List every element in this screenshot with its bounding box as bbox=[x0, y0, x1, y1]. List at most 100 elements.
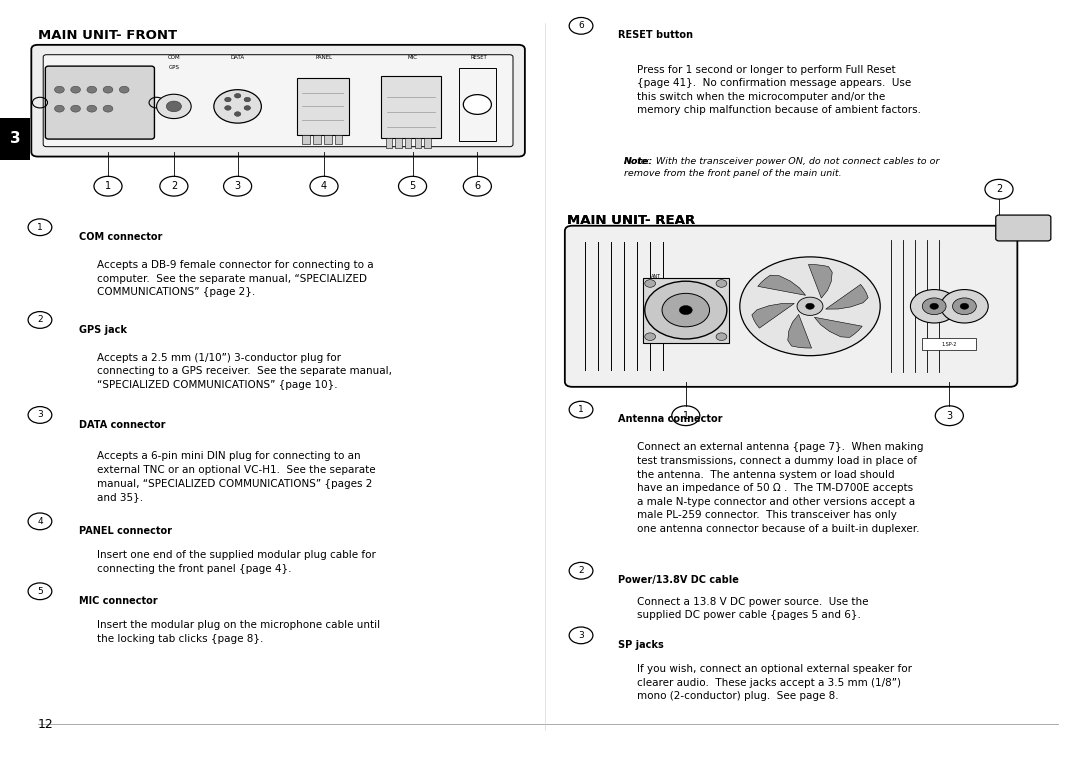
Circle shape bbox=[234, 112, 241, 116]
Text: +: + bbox=[701, 284, 707, 290]
Text: Connect a 13.8 V DC power source.  Use the
supplied DC power cable {pages 5 and : Connect a 13.8 V DC power source. Use th… bbox=[637, 597, 868, 620]
Text: 1: 1 bbox=[578, 405, 584, 414]
Bar bbox=[313, 135, 321, 144]
Text: 5: 5 bbox=[409, 181, 416, 192]
Text: 1.SP-2: 1.SP-2 bbox=[942, 342, 957, 347]
Circle shape bbox=[157, 94, 191, 119]
Bar bbox=[424, 138, 431, 148]
Text: 6: 6 bbox=[474, 181, 481, 192]
Text: 2: 2 bbox=[37, 315, 43, 325]
Circle shape bbox=[645, 280, 656, 287]
FancyBboxPatch shape bbox=[45, 66, 154, 139]
Circle shape bbox=[55, 87, 65, 93]
Circle shape bbox=[679, 306, 692, 315]
Circle shape bbox=[806, 303, 814, 309]
Circle shape bbox=[225, 106, 231, 110]
Text: MAIN UNIT- REAR: MAIN UNIT- REAR bbox=[567, 214, 696, 227]
Bar bbox=[297, 78, 349, 135]
Circle shape bbox=[960, 303, 969, 309]
Text: 3: 3 bbox=[10, 131, 21, 146]
Circle shape bbox=[71, 87, 81, 93]
Circle shape bbox=[740, 257, 880, 356]
Text: Accepts a DB-9 female connector for connecting to a
computer.  See the separate : Accepts a DB-9 female connector for conn… bbox=[97, 260, 374, 297]
Text: 3: 3 bbox=[234, 181, 241, 192]
Polygon shape bbox=[752, 303, 794, 328]
Bar bbox=[405, 138, 411, 148]
Polygon shape bbox=[809, 264, 833, 298]
Text: 1: 1 bbox=[37, 223, 43, 232]
Text: MAIN UNIT- REAR: MAIN UNIT- REAR bbox=[567, 214, 696, 227]
Text: Press for 1 second or longer to perform Full Reset
{page 41}.  No confirmation m: Press for 1 second or longer to perform … bbox=[637, 65, 921, 116]
Text: DATA connector: DATA connector bbox=[79, 420, 165, 429]
Bar bbox=[459, 68, 496, 141]
FancyBboxPatch shape bbox=[643, 278, 729, 343]
Text: SP jacks: SP jacks bbox=[618, 640, 663, 650]
Bar bbox=[324, 135, 332, 144]
Circle shape bbox=[214, 90, 261, 123]
Circle shape bbox=[71, 105, 81, 112]
Text: Connect an external antenna {page 7}.  When making
test transmissions, connect a: Connect an external antenna {page 7}. Wh… bbox=[637, 442, 923, 534]
Polygon shape bbox=[826, 284, 868, 309]
Text: 1: 1 bbox=[683, 410, 689, 421]
Circle shape bbox=[797, 297, 823, 315]
Circle shape bbox=[234, 93, 241, 98]
Text: Note:: Note: bbox=[624, 157, 653, 166]
Circle shape bbox=[103, 105, 113, 112]
Text: MAIN UNIT- FRONT: MAIN UNIT- FRONT bbox=[38, 29, 177, 42]
Text: GPS: GPS bbox=[168, 65, 179, 70]
Text: DATA: DATA bbox=[230, 55, 245, 61]
Text: RESET button: RESET button bbox=[618, 30, 692, 40]
Text: 2: 2 bbox=[578, 566, 584, 575]
Text: Insert one end of the supplied modular plug cable for
connecting the front panel: Insert one end of the supplied modular p… bbox=[97, 550, 376, 574]
Text: COM: COM bbox=[167, 55, 180, 61]
Circle shape bbox=[103, 87, 113, 93]
Circle shape bbox=[930, 303, 939, 309]
Text: MIC connector: MIC connector bbox=[79, 596, 158, 606]
Text: Insert the modular plug on the microphone cable until
the locking tab clicks {pa: Insert the modular plug on the microphon… bbox=[97, 620, 380, 644]
Circle shape bbox=[86, 87, 97, 93]
Circle shape bbox=[244, 97, 251, 102]
Bar bbox=[395, 138, 402, 148]
Circle shape bbox=[953, 298, 976, 315]
Polygon shape bbox=[814, 317, 862, 337]
Text: 3: 3 bbox=[946, 410, 953, 421]
Text: Note:  With the transceiver power ON, do not connect cables to or
remove from th: Note: With the transceiver power ON, do … bbox=[624, 157, 940, 178]
Circle shape bbox=[55, 105, 65, 112]
FancyBboxPatch shape bbox=[922, 338, 976, 350]
Text: 12: 12 bbox=[38, 718, 54, 731]
Text: COM connector: COM connector bbox=[79, 232, 162, 242]
Bar bbox=[335, 135, 342, 144]
Text: Accepts a 2.5 mm (1/10”) 3-conductor plug for
connecting to a GPS receiver.  See: Accepts a 2.5 mm (1/10”) 3-conductor plu… bbox=[97, 353, 392, 390]
Text: MIC: MIC bbox=[407, 55, 418, 61]
Text: 3: 3 bbox=[37, 410, 43, 420]
Text: 4: 4 bbox=[321, 181, 327, 192]
Circle shape bbox=[662, 293, 710, 327]
Bar bbox=[386, 138, 392, 148]
Text: RESET: RESET bbox=[470, 55, 487, 61]
Polygon shape bbox=[787, 315, 811, 348]
Circle shape bbox=[941, 290, 988, 323]
Circle shape bbox=[119, 87, 130, 93]
Text: Accepts a 6-pin mini DIN plug for connecting to an
external TNC or an optional V: Accepts a 6-pin mini DIN plug for connec… bbox=[97, 451, 376, 502]
Text: 2: 2 bbox=[996, 184, 1002, 195]
Text: 2: 2 bbox=[171, 181, 177, 192]
Text: 6: 6 bbox=[578, 21, 584, 30]
Circle shape bbox=[716, 280, 727, 287]
Polygon shape bbox=[758, 275, 806, 296]
Circle shape bbox=[645, 333, 656, 340]
Circle shape bbox=[463, 95, 491, 114]
Text: PANEL: PANEL bbox=[315, 55, 333, 61]
Text: PANEL connector: PANEL connector bbox=[79, 526, 172, 536]
Bar bbox=[381, 76, 441, 138]
Bar bbox=[415, 138, 421, 148]
Circle shape bbox=[166, 101, 181, 112]
Circle shape bbox=[225, 97, 231, 102]
Text: 1: 1 bbox=[105, 181, 111, 192]
Circle shape bbox=[922, 298, 946, 315]
Circle shape bbox=[86, 105, 97, 112]
Text: 5: 5 bbox=[37, 587, 43, 596]
Circle shape bbox=[716, 333, 727, 340]
Text: Antenna connector: Antenna connector bbox=[618, 414, 723, 424]
FancyBboxPatch shape bbox=[996, 215, 1051, 241]
Bar bbox=[0, 118, 30, 160]
